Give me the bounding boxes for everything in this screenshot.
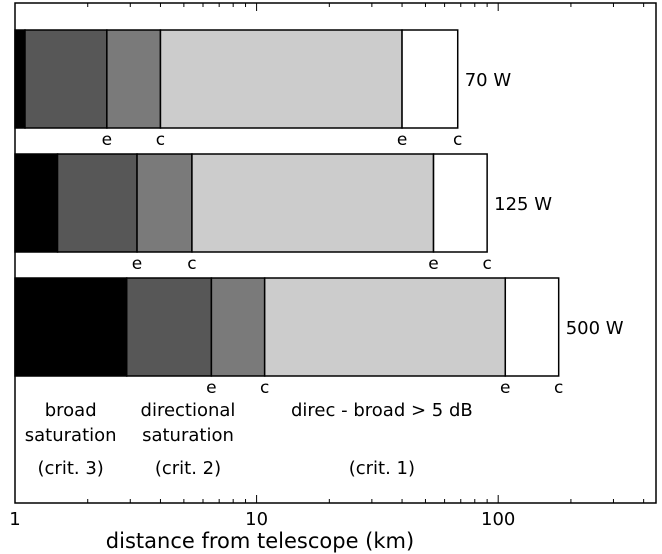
bar-segment (159, 29, 403, 129)
x-axis: 1 10 100 (9, 3, 645, 530)
zone-annotation: saturation (25, 425, 117, 446)
bar-segment (14, 29, 26, 129)
bar-segment (401, 29, 459, 129)
boundary-marker: c (554, 378, 563, 398)
bar-segment (432, 153, 488, 253)
bar-segment (56, 153, 138, 253)
zone-annotation: directional (141, 400, 236, 421)
bar-segment (191, 153, 435, 253)
zone-criterion: (crit. 1) (349, 458, 415, 479)
boundary-marker: c (482, 254, 491, 274)
x-tick-label: 1 (9, 509, 20, 530)
bars-layer: 70 W 125 W 500 W (14, 29, 624, 377)
bar-segment (136, 153, 193, 253)
series-label: 125 W (494, 194, 552, 215)
bar-segment (14, 153, 59, 253)
series-label: 70 W (465, 70, 512, 91)
boundary-marker: e (428, 254, 438, 274)
boundary-marker: e (206, 378, 216, 398)
boundary-marker: c (187, 254, 196, 274)
zone-annotation: direc - broad > 5 dB (291, 400, 473, 421)
zone-criterion: (crit. 3) (38, 458, 104, 479)
bar-segment (106, 29, 162, 129)
bar-segment (210, 277, 266, 377)
boundary-marker: e (397, 130, 407, 150)
series-label: 500 W (566, 318, 624, 339)
plot-frame (14, 2, 657, 504)
boundary-marker: e (102, 130, 112, 150)
annotations-layer: broad saturation (crit. 3) directional satur… (25, 400, 473, 479)
x-tick-label: 10 (245, 509, 268, 530)
bar-segment (14, 277, 128, 377)
markers-layer: e c e c e c e c e c e c (102, 130, 564, 398)
x-axis-label: distance from telescope (km) (106, 529, 414, 553)
boundary-marker: c (156, 130, 165, 150)
boundary-marker: c (453, 130, 462, 150)
x-tick-label: 100 (481, 509, 515, 530)
bar-segment (504, 277, 560, 377)
bar-segment (24, 29, 108, 129)
bar-segment (125, 277, 213, 377)
zone-criterion: (crit. 2) (155, 458, 221, 479)
boundary-marker: e (132, 254, 142, 274)
boundary-marker: e (500, 378, 510, 398)
zone-annotation: broad (45, 400, 97, 421)
zone-annotation: saturation (142, 425, 234, 446)
bar-segment (263, 277, 507, 377)
boundary-marker: c (260, 378, 269, 398)
